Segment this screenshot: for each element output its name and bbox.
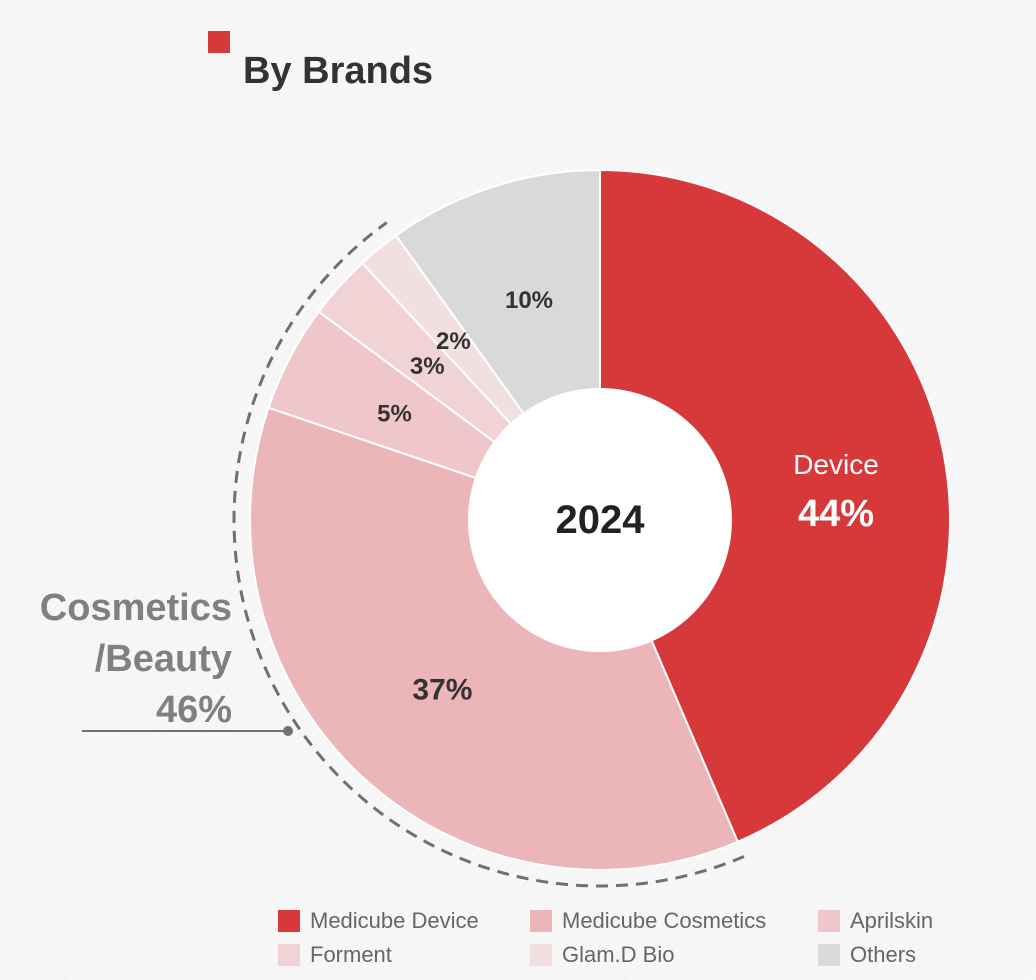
cosmetics-leader-dot xyxy=(283,726,293,736)
slice-label-aprilskin: 5% xyxy=(377,400,412,427)
slice-medicube-cosmetics xyxy=(249,406,740,871)
title-marker xyxy=(208,31,230,53)
device-group-value: 44% xyxy=(798,493,874,535)
slice-label-glam-d-bio: 2% xyxy=(436,328,471,355)
slice-label-others: 10% xyxy=(505,287,553,314)
cosmetics-group-value: 46% xyxy=(156,689,232,731)
cosmetics-group-name-line2: /Beauty xyxy=(95,638,232,680)
cosmetics-group-name-line1: Cosmetics xyxy=(40,587,232,629)
slice-label-forment: 3% xyxy=(410,353,445,380)
slice-label-medicube-cosmetics: 37% xyxy=(412,673,472,706)
slice-medicube-device xyxy=(599,168,951,844)
cosmetics-group-bracket xyxy=(232,221,745,888)
device-group-name: Device xyxy=(793,449,879,480)
chart-title: By Brands xyxy=(243,50,433,92)
donut-hole xyxy=(468,388,732,652)
slice-labels-group: 37% 5% 3%2% 10% xyxy=(377,287,553,706)
center-year-label: 2024 xyxy=(556,498,646,542)
